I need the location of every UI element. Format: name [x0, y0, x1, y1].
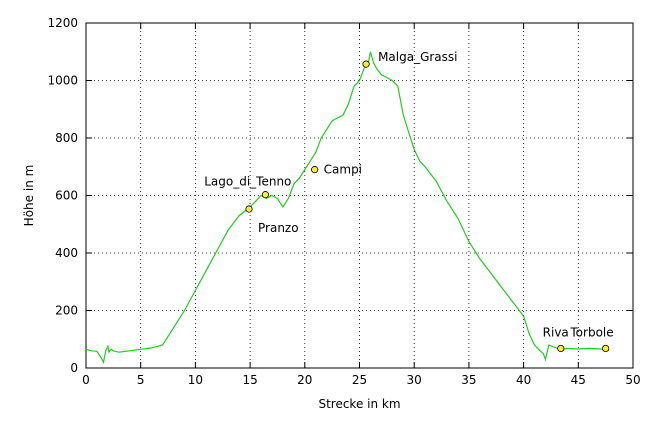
y-tick-label: 200	[55, 304, 78, 318]
x-tick-label: 20	[297, 373, 312, 387]
waypoint-label: Pranzo	[258, 221, 299, 235]
waypoint-marker	[311, 166, 319, 174]
y-tick-label: 400	[55, 246, 78, 260]
y-tick-label: 1000	[47, 74, 78, 88]
waypoint-marker	[245, 205, 253, 213]
waypoints: Pranzo Lago_di_Tenno Campi Malga_Grassi Riva…	[204, 50, 614, 353]
x-tick-label: 10	[188, 373, 203, 387]
x-tick-label: 50	[625, 373, 640, 387]
waypoint-label: Riva	[543, 325, 569, 339]
elevation-line	[85, 51, 606, 365]
x-tick-label: 0	[82, 373, 90, 387]
waypoint-marker	[362, 60, 370, 68]
x-axis-label: Strecke in km	[318, 397, 400, 411]
y-axis-label: Höhe in m	[22, 165, 36, 227]
x-tick-label: 40	[516, 373, 531, 387]
y-tick-label: 1200	[47, 16, 78, 30]
x-tick-label: 35	[461, 373, 476, 387]
x-tick-label: 25	[352, 373, 367, 387]
waypoint-marker	[602, 344, 610, 353]
waypoint-label: Torbole	[569, 325, 613, 339]
waypoint-label: Lago_di_Tenno	[204, 175, 291, 189]
waypoint-label: Malga_Grassi	[378, 50, 457, 64]
x-tick-label: 30	[407, 373, 422, 387]
waypoint-marker	[261, 191, 270, 199]
x-tick-label: 45	[571, 373, 586, 387]
grid	[86, 23, 633, 368]
tick-labels: 0 5 10 15 20 25 30 35 40 45 50 0 200 400 600 800 1000 120…	[47, 16, 640, 387]
axis-ticks	[85, 22, 634, 369]
y-tick-label: 800	[55, 131, 78, 145]
x-tick-label: 5	[137, 373, 145, 387]
waypoint-label: Campi	[324, 163, 362, 177]
y-tick-label: 0	[70, 361, 78, 375]
x-tick-label: 15	[242, 373, 257, 387]
waypoint-marker	[557, 344, 565, 353]
y-tick-label: 600	[55, 189, 78, 203]
